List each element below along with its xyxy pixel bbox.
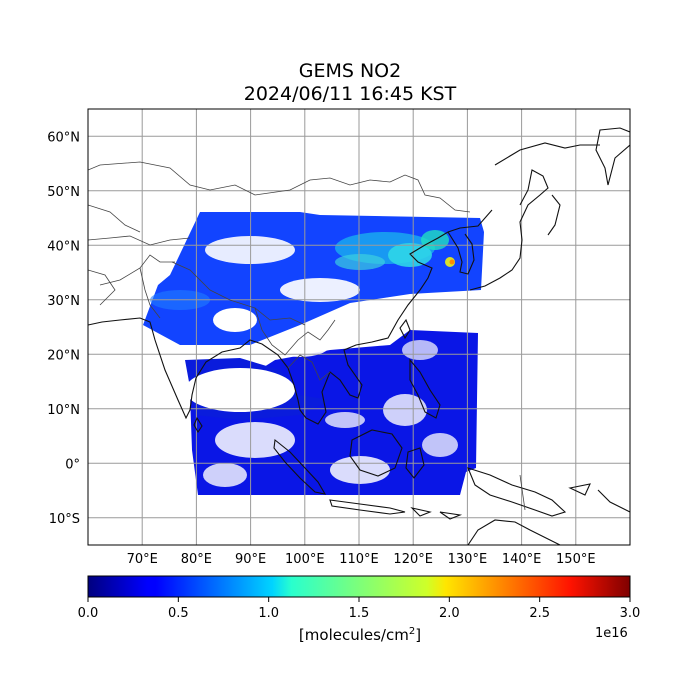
lon-tick-label: 90°E	[235, 552, 266, 567]
lon-tick-label: 140°E	[502, 552, 542, 567]
latitude-ticks: 60°N 50°N 40°N 30°N 20°N 10°N 0° 10°S	[47, 130, 80, 527]
coastlines	[88, 127, 630, 545]
lon-tick-label: 70°E	[127, 552, 158, 567]
lat-tick-label: 0°	[65, 457, 80, 472]
colorbar-tick-label: 2.5	[529, 606, 550, 621]
map-frame	[87, 108, 631, 546]
lat-tick-label: 30°N	[47, 294, 80, 309]
lon-tick-label: 120°E	[393, 552, 433, 567]
colorbar-tick-label: 1.0	[258, 606, 279, 621]
map-gridlines	[88, 109, 630, 545]
map-plot-area	[88, 109, 630, 545]
lat-tick-label: 20°N	[47, 348, 80, 363]
colorbar-scale-exponent: 1e16	[595, 626, 628, 641]
country-borders	[88, 161, 526, 511]
colorbar-ticks: 0.0 0.5 1.0 1.5 2.0 2.5 3.0	[78, 597, 641, 621]
colorbar-tick-label: 2.0	[439, 606, 460, 621]
colorbar: 0.0 0.5 1.0 1.5 2.0 2.5 3.0	[78, 575, 641, 621]
lat-tick-label: 50°N	[47, 185, 80, 200]
lon-tick-label: 110°E	[339, 552, 379, 567]
map-title: GEMS NO2	[298, 60, 402, 82]
colorbar-units-label: [molecules/cm2]	[298, 626, 422, 644]
longitude-ticks: 70°E 80°E 90°E 100°E 110°E 120°E 130°E 140°E 150…	[127, 552, 596, 567]
lon-tick-label: 80°E	[181, 552, 212, 567]
lat-tick-label: 60°N	[47, 130, 80, 145]
lat-tick-label: 10°S	[49, 512, 80, 527]
map-subtitle-timestamp: 2024/06/11 16:45 KST	[243, 83, 457, 105]
lon-tick-label: 100°E	[285, 552, 325, 567]
colorbar-gradient	[87, 575, 631, 598]
lon-tick-label: 150°E	[556, 552, 596, 567]
no2-data-coverage	[143, 212, 484, 495]
colorbar-tick-label: 1.5	[349, 606, 370, 621]
colorbar-tick-label: 0.0	[78, 606, 99, 621]
lat-tick-label: 10°N	[47, 403, 80, 418]
colorbar-tick-label: 3.0	[620, 606, 641, 621]
lat-tick-label: 40°N	[47, 239, 80, 254]
lon-tick-label: 130°E	[448, 552, 488, 567]
colorbar-tick-label: 0.5	[168, 606, 189, 621]
